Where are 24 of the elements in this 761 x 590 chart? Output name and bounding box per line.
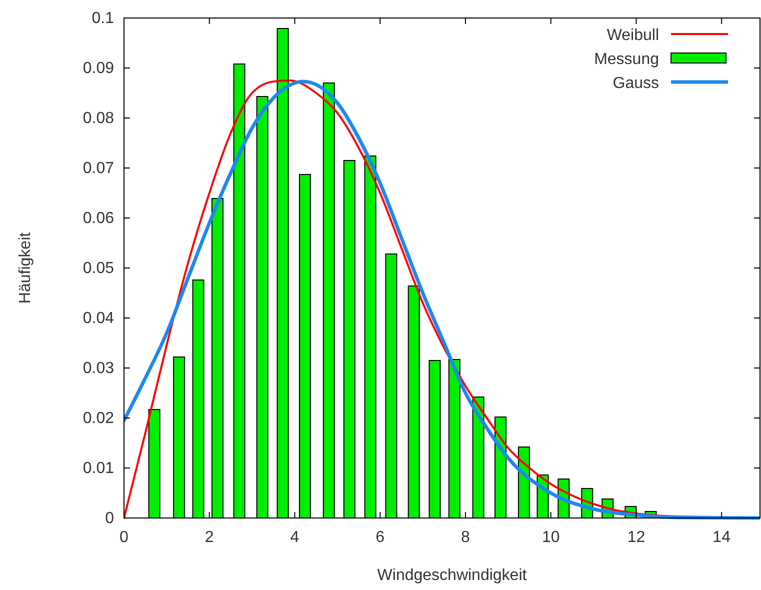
y-tick-label: 0.05 [82,260,114,277]
x-tick-label: 4 [290,529,300,546]
legend-label: Weibull [606,27,659,44]
legend-label: Gauss [612,75,659,92]
y-tick-label: 0.02 [82,410,114,427]
y-tick-label: 0.09 [82,60,114,77]
x-tick-label: 6 [376,529,385,546]
x-tick-label: 10 [542,529,560,546]
x-tick-label: 0 [120,529,129,546]
x-axis-title: Windgeschwindigkeit [377,567,528,584]
y-axis-title: Häufigkeit [17,232,34,304]
y-tick-label: 0.01 [82,460,114,477]
y-tick-label: 0.07 [82,160,114,177]
x-tick-label: 14 [712,529,731,546]
x-tick-label: 8 [461,529,470,546]
legend-label: Messung [594,51,659,68]
y-tick-label: 0.1 [92,10,114,27]
y-tick-label: 0.06 [82,210,114,227]
x-tick-label: 12 [627,529,646,546]
y-tick-label: 0.08 [82,110,114,127]
x-tick-label: 2 [204,529,214,546]
y-tick-label: 0.03 [82,360,114,377]
y-tick-label: 0.04 [82,310,114,327]
y-tick-label: 0 [105,510,114,527]
